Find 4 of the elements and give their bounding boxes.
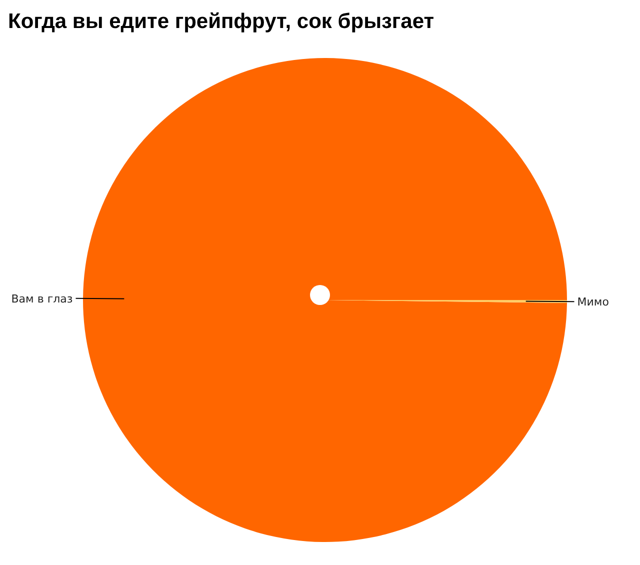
pie-slice: [83, 58, 567, 542]
slice-label: Мимо: [577, 295, 610, 308]
slice-label: Вам в глаз: [11, 292, 73, 306]
chart-title: Когда вы едите грейпфрут, сок брызгает: [8, 9, 436, 35]
